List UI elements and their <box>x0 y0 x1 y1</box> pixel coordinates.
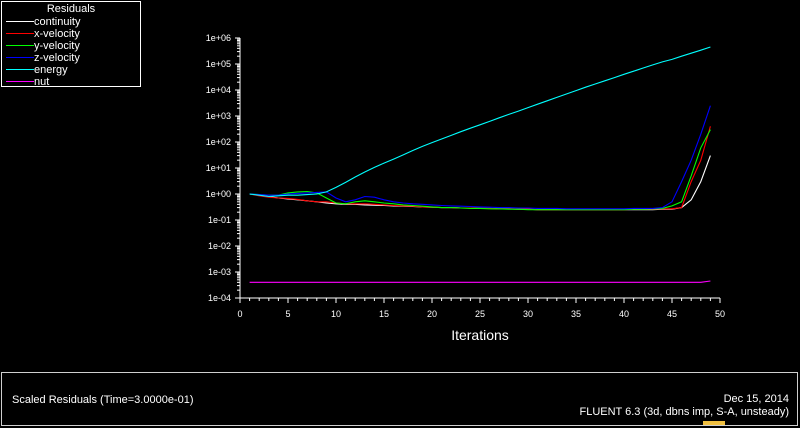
legend-swatch <box>6 45 34 46</box>
date-label: Dec 15, 2014 <box>723 393 789 405</box>
y-tick-label: 1e-03 <box>208 267 231 277</box>
legend-item-energy: energy <box>2 64 140 76</box>
x-tick-label: 50 <box>715 309 725 319</box>
x-tick-label: 40 <box>619 309 629 319</box>
x-tick-label: 35 <box>571 309 581 319</box>
x-tick-label: 20 <box>427 309 437 319</box>
x-tick-label: 45 <box>667 309 677 319</box>
scrollbar-thumb[interactable] <box>703 421 725 425</box>
x-tick-label: 30 <box>523 309 533 319</box>
legend-item-x-velocity: x-velocity <box>2 28 140 40</box>
legend-label: x-velocity <box>34 28 80 40</box>
legend-swatch <box>6 81 34 82</box>
y-tick-label: 1e+06 <box>206 33 231 43</box>
scaled-residuals-label: Scaled Residuals (Time=3.0000e-01) <box>12 394 194 406</box>
series-line-x-velocity <box>249 126 711 211</box>
y-tick-label: 1e+01 <box>206 163 231 173</box>
y-tick-label: 1e+04 <box>206 85 231 95</box>
y-tick-label: 1e+05 <box>206 59 231 69</box>
x-tick-label: 25 <box>475 309 485 319</box>
x-tick-label: 0 <box>237 309 242 319</box>
legend-swatch <box>6 33 34 34</box>
legend-item-nut: nut <box>2 76 140 88</box>
legend-label: energy <box>34 64 68 76</box>
legend-label: nut <box>34 76 50 88</box>
residuals-plot: 0 5 10 15 20 25 30 35 40 45 50 1e-04 1e-03 1e-02 1e-01… <box>206 33 725 343</box>
y-tick-label: 1e+02 <box>206 137 231 147</box>
y-tick-label: 1e+00 <box>206 189 231 199</box>
legend-swatch <box>6 69 34 70</box>
y-tick-label: 1e-02 <box>208 241 231 251</box>
y-tick-label: 1e-01 <box>208 215 231 225</box>
legend-label: y-velocity <box>34 40 80 52</box>
x-axis-label: Iterations <box>451 327 509 343</box>
legend-item-y-velocity: y-velocity <box>2 40 140 52</box>
y-tick-label: 1e-04 <box>208 293 231 303</box>
series-line-energy <box>249 46 711 198</box>
x-tick-label: 10 <box>331 309 341 319</box>
series-line-nut <box>249 280 711 283</box>
legend-label: z-velocity <box>34 52 80 64</box>
legend-swatch <box>6 57 34 58</box>
legend-swatch <box>6 21 34 22</box>
legend: Residuals continuity x-velocity y-velocity… <box>1 1 141 88</box>
y-tick-label: 1e+03 <box>206 111 231 121</box>
x-tick-label: 15 <box>379 309 389 319</box>
legend-item-z-velocity: z-velocity <box>2 52 140 64</box>
x-tick-label: 5 <box>285 309 290 319</box>
series-line-y-velocity <box>249 129 711 211</box>
version-label: FLUENT 6.3 (3d, dbns imp, S-A, unsteady) <box>579 406 790 418</box>
legend-item-continuity: continuity <box>2 16 140 28</box>
legend-label: continuity <box>34 16 81 28</box>
legend-title: Residuals <box>46 3 96 15</box>
status-footer: Scaled Residuals (Time=3.0000e-01) Dec 1… <box>1 372 798 426</box>
